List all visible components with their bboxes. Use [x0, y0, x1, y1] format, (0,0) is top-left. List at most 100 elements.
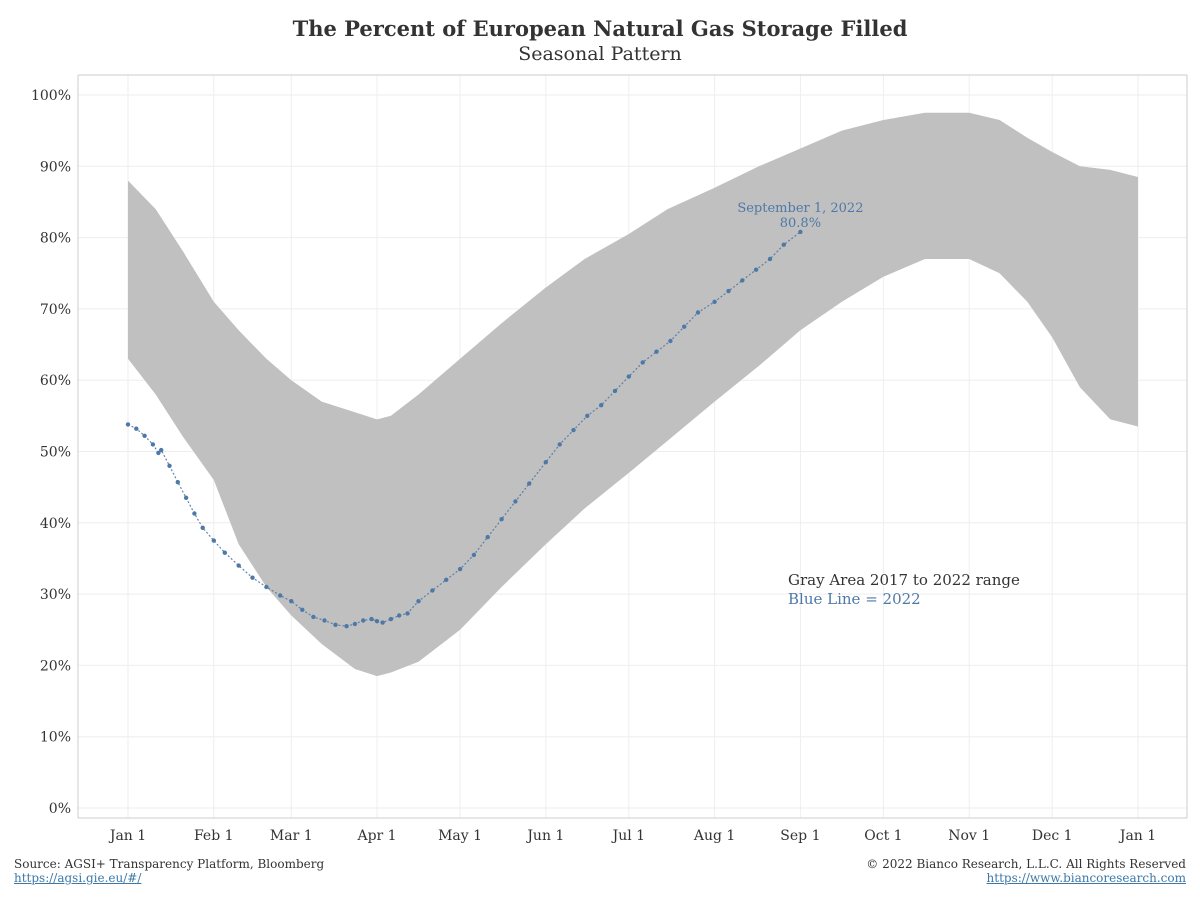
- data-point-2022: [444, 577, 449, 582]
- series-2022-line: [127, 231, 801, 627]
- point-annotation-value: 80.8%: [780, 216, 821, 231]
- data-point-2022: [311, 614, 316, 620]
- data-point-2022: [626, 374, 631, 379]
- copyright-link[interactable]: https://www.biancoresearch.com: [986, 871, 1186, 885]
- y-tick-label: 60%: [40, 373, 71, 389]
- data-point-2022: [726, 288, 731, 294]
- x-tick-label: Jan 1: [108, 828, 146, 844]
- data-point-2022: [352, 621, 358, 627]
- data-point-2022: [125, 422, 131, 427]
- data-point-2022: [344, 624, 349, 629]
- data-point-2022: [557, 442, 562, 447]
- footer-copyright: © 2022 Bianco Research, L.L.C. All Right…: [866, 857, 1186, 885]
- data-point-2022: [397, 613, 402, 618]
- y-tick-label: 80%: [40, 231, 71, 247]
- data-point-2022: [134, 426, 139, 431]
- data-point-2022: [499, 517, 504, 522]
- x-tick-label: Dec 1: [1032, 828, 1073, 844]
- data-point-2022: [183, 495, 189, 500]
- data-point-2022: [361, 618, 366, 623]
- data-point-2022: [767, 256, 773, 262]
- y-tick-label: 70%: [40, 302, 71, 318]
- data-point-2022: [599, 403, 604, 408]
- y-tick-label: 20%: [40, 658, 71, 674]
- x-tick-label: Aug 1: [693, 828, 735, 844]
- data-point-2022: [192, 511, 197, 516]
- data-point-2022: [289, 599, 294, 604]
- data-point-2022: [485, 534, 490, 540]
- data-point-2022: [167, 463, 172, 468]
- data-point-2022: [388, 616, 394, 622]
- y-tick-label: 90%: [40, 159, 71, 175]
- dots-layer: [125, 229, 803, 629]
- legend-gray-area: Gray Area 2017 to 2022 range: [788, 571, 1020, 589]
- data-point-2022: [159, 447, 164, 453]
- data-point-2022: [457, 566, 463, 572]
- x-tick-label: Sep 1: [780, 828, 820, 844]
- data-point-2022: [585, 413, 590, 418]
- data-point-2022: [222, 550, 227, 555]
- data-point-2022: [781, 242, 786, 247]
- range-band-area: [128, 112, 1138, 677]
- data-point-2022: [236, 563, 241, 568]
- data-point-2022: [753, 267, 759, 272]
- data-point-2022: [374, 619, 380, 624]
- source-text: Source: AGSI+ Transparency Platform, Blo…: [14, 857, 325, 871]
- source-link[interactable]: https://agsi.gie.eu/#/: [14, 871, 142, 885]
- data-point-2022: [695, 310, 701, 315]
- data-point-2022: [430, 588, 435, 593]
- data-point-2022: [175, 480, 180, 485]
- label-layer: 0% 10% 20% 30% 40% 50% 60% 70% 80% 90% 100% Jan 1 Fe…: [31, 88, 1156, 844]
- data-point-2022: [682, 324, 687, 329]
- data-point-2022: [200, 525, 205, 530]
- y-tick-label: 0%: [49, 801, 71, 817]
- x-tick-label: Jul 1: [611, 828, 645, 844]
- y-tick-label: 30%: [40, 587, 71, 603]
- y-tick-label: 100%: [31, 88, 71, 104]
- data-point-2022: [527, 481, 532, 486]
- point-annotation-date: September 1, 2022: [737, 201, 863, 216]
- data-point-2022: [150, 442, 156, 447]
- x-tick-label: May 1: [438, 828, 482, 844]
- data-point-2022: [513, 499, 518, 504]
- data-point-2022: [264, 584, 269, 590]
- data-point-2022: [369, 616, 374, 622]
- x-tick-label: Jan 1: [1118, 828, 1156, 844]
- data-point-2022: [416, 599, 421, 604]
- y-tick-label: 50%: [40, 445, 71, 461]
- y-tick-label: 10%: [40, 730, 71, 746]
- band-layer: [128, 112, 1138, 677]
- data-point-2022: [142, 433, 147, 438]
- data-point-2022: [712, 299, 717, 304]
- footer-source: Source: AGSI+ Transparency Platform, Blo…: [14, 857, 324, 885]
- copyright-text: © 2022 Bianco Research, L.L.C. All Right…: [866, 857, 1186, 871]
- x-tick-label: Mar 1: [270, 828, 313, 844]
- data-point-2022: [322, 618, 327, 623]
- x-tick-label: Oct 1: [864, 828, 902, 844]
- data-point-2022: [543, 460, 548, 465]
- chart-subtitle: Seasonal Pattern: [518, 43, 682, 65]
- x-tick-label: Apr 1: [356, 828, 396, 844]
- data-point-2022: [405, 611, 410, 616]
- data-point-2022: [740, 278, 745, 283]
- x-tick-label: Jun 1: [525, 828, 564, 844]
- data-point-2022: [278, 593, 283, 598]
- data-point-2022: [471, 552, 477, 558]
- data-point-2022: [798, 229, 803, 235]
- data-point-2022: [250, 575, 255, 580]
- data-point-2022: [211, 538, 216, 543]
- chart-title: The Percent of European Natural Gas Stor…: [292, 16, 908, 41]
- axis-layer: [77, 74, 1188, 819]
- legend-blue-line: Blue Line = 2022: [788, 590, 921, 608]
- data-point-2022: [333, 622, 338, 627]
- data-point-2022: [654, 349, 659, 354]
- data-point-2022: [380, 620, 385, 625]
- data-point-2022: [668, 338, 673, 344]
- data-point-2022: [612, 388, 618, 394]
- data-point-2022: [300, 607, 305, 612]
- data-point-2022: [156, 450, 161, 456]
- y-tick-label: 40%: [40, 516, 71, 532]
- x-tick-label: Feb 1: [194, 828, 234, 844]
